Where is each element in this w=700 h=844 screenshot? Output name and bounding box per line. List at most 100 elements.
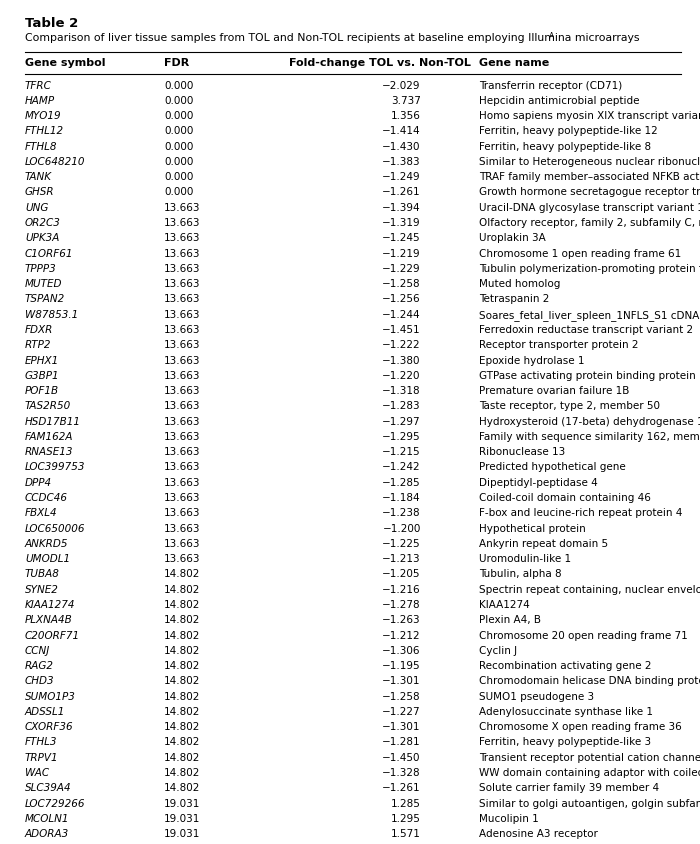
Text: −1.281: −1.281	[382, 737, 421, 747]
Text: FTHL3: FTHL3	[25, 737, 57, 747]
Text: 13.663: 13.663	[164, 340, 200, 350]
Text: −1.242: −1.242	[382, 462, 421, 472]
Text: −1.450: −1.450	[382, 752, 421, 762]
Text: WAC: WAC	[25, 767, 49, 777]
Text: −1.213: −1.213	[382, 554, 421, 564]
Text: Taste receptor, type 2, member 50: Taste receptor, type 2, member 50	[480, 401, 660, 411]
Text: −1.297: −1.297	[382, 416, 421, 426]
Text: −1.261: −1.261	[382, 187, 421, 197]
Text: Transferrin receptor (CD71): Transferrin receptor (CD71)	[480, 80, 622, 90]
Text: 0.000: 0.000	[164, 142, 193, 151]
Text: −1.245: −1.245	[382, 233, 421, 243]
Text: 14.802: 14.802	[164, 599, 200, 609]
Text: 0.000: 0.000	[164, 80, 193, 90]
Text: TUBA8: TUBA8	[25, 569, 60, 579]
Text: 13.663: 13.663	[164, 279, 200, 289]
Text: Growth hormone secretagogue receptor transcript variant 1b: Growth hormone secretagogue receptor tra…	[480, 187, 700, 197]
Text: 0.000: 0.000	[164, 157, 193, 167]
Text: 13.663: 13.663	[164, 477, 200, 487]
Text: −1.380: −1.380	[382, 355, 421, 365]
Text: Ferritin, heavy polypeptide-like 8: Ferritin, heavy polypeptide-like 8	[480, 142, 651, 151]
Text: 19.031: 19.031	[164, 798, 200, 808]
Text: TRAF family member–associated NFKB activator: TRAF family member–associated NFKB activ…	[480, 172, 700, 182]
Text: ADSSL1: ADSSL1	[25, 706, 65, 716]
Text: 13.663: 13.663	[164, 386, 200, 396]
Text: Plexin A4, B: Plexin A4, B	[480, 614, 541, 625]
Text: LOC729266: LOC729266	[25, 798, 85, 808]
Text: GHSR: GHSR	[25, 187, 55, 197]
Text: Muted homolog: Muted homolog	[480, 279, 561, 289]
Text: Chromosome X open reading frame 36: Chromosome X open reading frame 36	[480, 722, 682, 732]
Text: −1.200: −1.200	[382, 523, 421, 533]
Text: LOC399753: LOC399753	[25, 462, 85, 472]
Text: 13.663: 13.663	[164, 218, 200, 228]
Text: −1.263: −1.263	[382, 614, 421, 625]
Text: 14.802: 14.802	[164, 722, 200, 732]
Text: 14.802: 14.802	[164, 691, 200, 701]
Text: 14.802: 14.802	[164, 630, 200, 640]
Text: −1.383: −1.383	[382, 157, 421, 167]
Text: 13.663: 13.663	[164, 203, 200, 213]
Text: −1.295: −1.295	[382, 431, 421, 441]
Text: CHD3: CHD3	[25, 675, 55, 685]
Text: 3.737: 3.737	[391, 95, 421, 106]
Text: 13.663: 13.663	[164, 248, 200, 258]
Text: Tubulin polymerization-promoting protein family member 3: Tubulin polymerization-promoting protein…	[480, 263, 700, 273]
Text: −1.220: −1.220	[382, 371, 421, 381]
Text: CCNJ: CCNJ	[25, 645, 50, 655]
Text: 13.663: 13.663	[164, 492, 200, 502]
Text: Comparison of liver tissue samples from TOL and Non-TOL recipients at baseline e: Comparison of liver tissue samples from …	[25, 33, 640, 43]
Text: −1.258: −1.258	[382, 279, 421, 289]
Text: 0.000: 0.000	[164, 187, 193, 197]
Text: 13.663: 13.663	[164, 523, 200, 533]
Text: KIAA1274: KIAA1274	[480, 599, 530, 609]
Text: −1.249: −1.249	[382, 172, 421, 182]
Text: TSPAN2: TSPAN2	[25, 294, 65, 304]
Text: −1.215: −1.215	[382, 446, 421, 457]
Text: F-box and leucine-rich repeat protein 4: F-box and leucine-rich repeat protein 4	[480, 508, 682, 517]
Text: EPHX1: EPHX1	[25, 355, 60, 365]
Text: −1.216: −1.216	[382, 584, 421, 594]
Text: 13.663: 13.663	[164, 294, 200, 304]
Text: 14.802: 14.802	[164, 737, 200, 747]
Text: −1.212: −1.212	[382, 630, 421, 640]
Text: Olfactory receptor, family 2, subfamily C, member 3: Olfactory receptor, family 2, subfamily …	[480, 218, 700, 228]
Text: TPPP3: TPPP3	[25, 263, 57, 273]
Text: PLXNA4B: PLXNA4B	[25, 614, 73, 625]
Text: −1.306: −1.306	[382, 645, 421, 655]
Text: UNG: UNG	[25, 203, 48, 213]
Text: Hepcidin antimicrobial peptide: Hepcidin antimicrobial peptide	[480, 95, 640, 106]
Text: UPK3A: UPK3A	[25, 233, 60, 243]
Text: Homo sapiens myosin XIX transcript variant 3: Homo sapiens myosin XIX transcript varia…	[480, 111, 700, 121]
Text: Coiled-coil domain containing 46: Coiled-coil domain containing 46	[480, 492, 651, 502]
Text: Family with sequence similarity 162, member A: Family with sequence similarity 162, mem…	[480, 431, 700, 441]
Text: Predicted hypothetical gene: Predicted hypothetical gene	[480, 462, 626, 472]
Text: 14.802: 14.802	[164, 614, 200, 625]
Text: 14.802: 14.802	[164, 767, 200, 777]
Text: SLC39A4: SLC39A4	[25, 782, 71, 793]
Text: −1.261: −1.261	[382, 782, 421, 793]
Text: FDXR: FDXR	[25, 325, 53, 334]
Text: −1.219: −1.219	[382, 248, 421, 258]
Text: 14.802: 14.802	[164, 645, 200, 655]
Text: C20ORF71: C20ORF71	[25, 630, 80, 640]
Text: Tubulin, alpha 8: Tubulin, alpha 8	[480, 569, 562, 579]
Text: 13.663: 13.663	[164, 310, 200, 319]
Text: SUMO1 pseudogene 3: SUMO1 pseudogene 3	[480, 691, 594, 701]
Text: 14.802: 14.802	[164, 660, 200, 670]
Text: Ribonuclease 13: Ribonuclease 13	[480, 446, 566, 457]
Text: −1.184: −1.184	[382, 492, 421, 502]
Text: −1.227: −1.227	[382, 706, 421, 716]
Text: SUMO1P3: SUMO1P3	[25, 691, 76, 701]
Text: Cyclin J: Cyclin J	[480, 645, 517, 655]
Text: Ferritin, heavy polypeptide-like 12: Ferritin, heavy polypeptide-like 12	[480, 127, 658, 136]
Text: 14.802: 14.802	[164, 752, 200, 762]
Text: Chromodomain helicase DNA binding protein 3: Chromodomain helicase DNA binding protei…	[480, 675, 700, 685]
Text: RTP2: RTP2	[25, 340, 52, 350]
Text: −2.029: −2.029	[382, 80, 421, 90]
Text: MUTED: MUTED	[25, 279, 62, 289]
Text: 14.802: 14.802	[164, 706, 200, 716]
Text: Premature ovarian failure 1B: Premature ovarian failure 1B	[480, 386, 629, 396]
Text: −1.301: −1.301	[382, 675, 421, 685]
Text: A: A	[549, 32, 554, 41]
